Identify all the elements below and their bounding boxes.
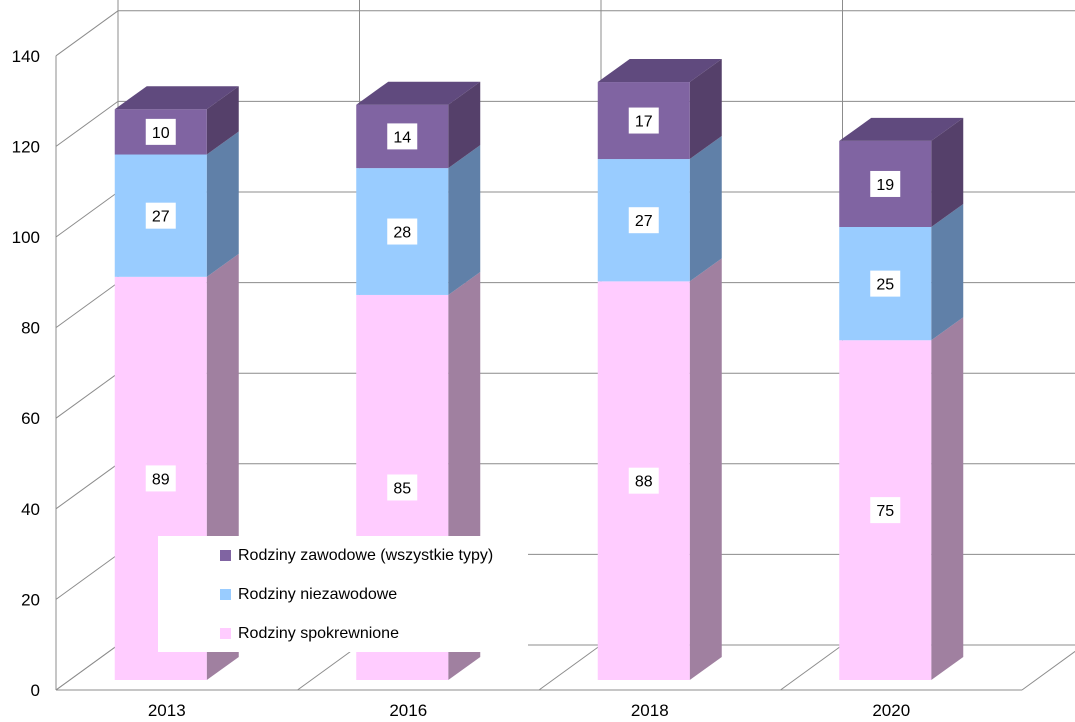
bar-side	[689, 59, 722, 160]
bar-side	[931, 204, 964, 341]
data-label-box	[870, 170, 901, 197]
floor-depth-line	[55, 644, 119, 691]
data-label: 19	[876, 177, 894, 194]
x-tick-label: 2016	[389, 701, 427, 720]
bar-side	[931, 117, 964, 227]
data-label: 27	[635, 213, 653, 230]
bar-side	[448, 81, 481, 169]
bar-side	[689, 258, 722, 680]
data-label-box	[870, 270, 901, 297]
gridline-depth	[55, 100, 119, 147]
x-tick-label: 2013	[148, 701, 186, 720]
legend-label: Rodziny niezawodowe	[238, 586, 397, 603]
y-tick-label: 0	[31, 681, 40, 700]
data-label: 25	[876, 277, 894, 294]
bar-side	[931, 317, 964, 680]
bar-top	[114, 86, 239, 110]
data-label-box	[145, 465, 176, 492]
legend-swatch	[220, 550, 231, 561]
data-label-box	[145, 118, 176, 145]
data-label-box	[870, 497, 901, 524]
data-label-box	[387, 474, 418, 501]
y-tick-label: 100	[12, 228, 40, 247]
legend-label: Rodziny spokrewnione	[238, 625, 399, 642]
data-label-box	[145, 202, 176, 229]
floor-depth-line	[1021, 650, 1075, 691]
gridline-depth	[55, 463, 119, 510]
data-label: 85	[393, 480, 411, 497]
legend-swatch	[220, 628, 231, 639]
data-label: 10	[152, 125, 170, 142]
gridline-depth	[55, 10, 119, 57]
data-label-box	[628, 207, 659, 234]
bar-side	[689, 136, 722, 282]
floor-depth-line	[538, 644, 602, 691]
data-label-box	[387, 218, 418, 245]
legend-box	[158, 536, 528, 652]
data-label: 88	[635, 474, 653, 491]
data-label-box	[628, 107, 659, 134]
x-tick-label: 2018	[631, 701, 669, 720]
legend: Rodziny zawodowe (wszystkie typy) Rodziny…	[158, 536, 528, 652]
bar-top	[839, 117, 964, 141]
floor-depth-line	[780, 644, 843, 691]
y-tick-label: 80	[21, 319, 40, 338]
bar-top	[356, 81, 481, 105]
y-tick-label: 60	[21, 409, 40, 428]
x-tick-label: 2020	[872, 701, 910, 720]
y-tick-label: 40	[21, 500, 40, 519]
y-tick-label: 140	[12, 47, 40, 66]
data-label: 17	[635, 114, 653, 131]
gridline-depth	[55, 553, 119, 600]
bar-side	[206, 131, 239, 277]
data-label: 14	[393, 129, 411, 146]
bar-side	[206, 86, 239, 155]
y-tick-label: 120	[12, 137, 40, 156]
bars: 89 27 10 85 28 14 88 27 17 75 25 19	[114, 59, 964, 680]
legend-swatch	[220, 589, 231, 600]
data-label: 75	[876, 503, 894, 520]
gridline-depth	[55, 372, 119, 419]
y-axis-ticks: 0 20 40 60 80 100 120 140	[12, 47, 40, 700]
gridline-depth	[55, 191, 119, 238]
x-axis-ticks: 2013 2016 2018 2020	[148, 701, 910, 720]
bar-side	[448, 145, 481, 295]
data-label-box	[628, 467, 659, 494]
y-tick-label: 20	[21, 590, 40, 609]
legend-label: Rodziny zawodowe (wszystkie typy)	[238, 547, 493, 564]
data-label: 28	[393, 225, 411, 242]
gridline-depth	[55, 282, 119, 329]
data-label: 27	[152, 209, 170, 226]
data-label: 89	[152, 471, 170, 488]
bar-top	[597, 59, 722, 83]
floor-depth-line	[297, 644, 360, 691]
data-label-box	[387, 123, 418, 150]
